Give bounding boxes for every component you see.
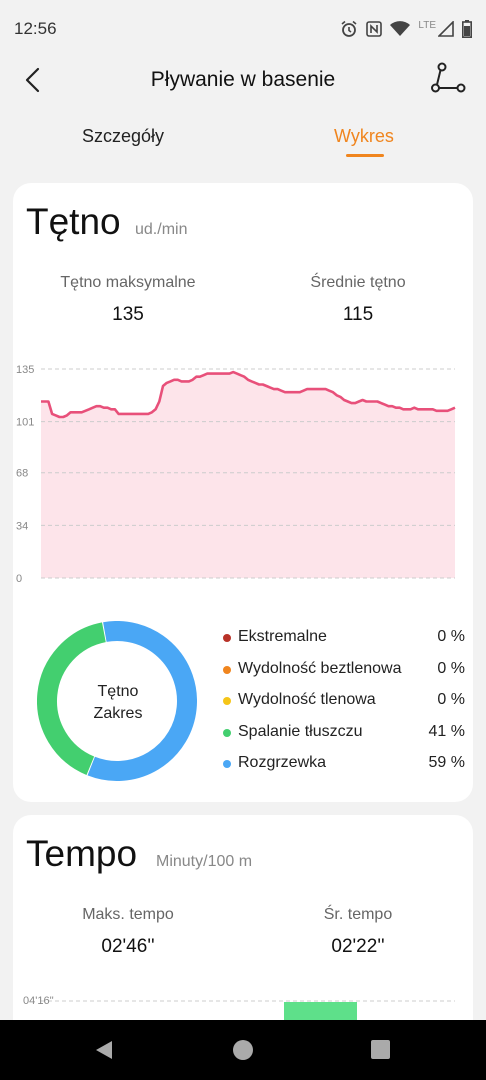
pace-title: Tempo: [26, 833, 138, 874]
hr-y-tick: 0: [16, 573, 22, 585]
signal-icon: [438, 21, 454, 37]
hr-area: [41, 372, 455, 578]
legend-dot: [223, 697, 231, 705]
tabs: Szczegóły Wykres: [0, 112, 486, 162]
hr-y-tick: 68: [16, 468, 28, 480]
legend-percent: 41 %: [428, 722, 465, 740]
app-bar: Pływanie w basenie: [0, 58, 486, 102]
system-nav-bar: [0, 1020, 486, 1080]
max-hr-value: 135: [112, 304, 144, 325]
heart-rate-card: Tętno ud./min Tętno maksymalne 135 Średn…: [13, 183, 473, 802]
donut-label-line1: Tętno: [97, 683, 139, 700]
alarm-icon: [341, 20, 357, 37]
max-pace-value: 02'46'': [101, 936, 155, 957]
zone-legend: Ekstremalne 0 % Wydolność beztlenowa 0 %…: [221, 628, 465, 786]
status-time: 12:56: [14, 19, 57, 38]
legend-label: Ekstremalne: [238, 628, 327, 645]
heart-rate-chart: 135 101 68 34 0: [16, 364, 456, 585]
nav-recents-icon[interactable]: [371, 1040, 390, 1059]
legend-percent: 0 %: [437, 691, 465, 708]
legend-item-extreme: Ekstremalne 0 %: [221, 628, 465, 660]
legend-item-warmup: Rozgrzewka 59 %: [221, 754, 465, 786]
nav-back-icon[interactable]: [94, 1040, 114, 1060]
heart-rate-unit: ud./min: [135, 221, 188, 238]
hr-y-tick: 135: [16, 364, 34, 376]
max-pace-label: Maks. tempo: [82, 906, 174, 923]
legend-label: Spalanie tłuszczu: [238, 722, 363, 740]
hr-y-tick: 101: [16, 417, 34, 429]
heart-rate-title: Tętno: [26, 201, 121, 242]
nfc-icon: [366, 21, 383, 37]
tab-chart[interactable]: Wykres: [334, 126, 394, 146]
legend-dot: [223, 634, 231, 642]
legend-item-fat-burn: Spalanie tłuszczu 41 %: [221, 723, 465, 755]
legend-percent: 0 %: [437, 628, 465, 645]
page-title: Pływanie w basenie: [150, 68, 336, 91]
legend-label: Wydolność tlenowa: [238, 691, 376, 708]
avg-pace-label: Śr. tempo: [323, 906, 393, 923]
legend-percent: 59 %: [428, 754, 465, 771]
nav-home-icon[interactable]: [232, 1039, 254, 1061]
legend-dot: [223, 728, 231, 737]
avg-hr-value: 115: [342, 304, 374, 325]
pace-unit: Minuty/100 m: [156, 853, 253, 870]
back-arrow-icon[interactable]: [20, 66, 48, 94]
legend-item-anaerobic: Wydolność beztlenowa 0 %: [221, 660, 465, 692]
legend-dot: [223, 760, 231, 768]
hr-y-tick: 34: [16, 520, 28, 532]
donut-label-line2: Zakres: [93, 705, 143, 722]
legend-label: Rozgrzewka: [238, 754, 327, 771]
wifi-icon: [390, 21, 411, 36]
hr-line: [41, 370, 456, 419]
lte-label: LTE: [418, 19, 436, 31]
legend-item-aerobic: Wydolność tlenowa 0 %: [221, 691, 465, 723]
donut-segment: [37, 622, 107, 775]
legend-dot: [223, 665, 231, 674]
legend-label: Wydolność beztlenowa: [238, 659, 402, 677]
battery-icon: [462, 20, 472, 38]
active-tab-indicator: [346, 154, 384, 157]
avg-pace-value: 02'22'': [331, 936, 385, 957]
donut-segment: [87, 621, 197, 781]
legend-percent: 0 %: [437, 659, 465, 677]
heart-rate-zone-donut: [37, 621, 197, 781]
avg-hr-label: Średnie tętno: [310, 274, 406, 291]
tab-details[interactable]: Szczegóły: [82, 126, 165, 146]
max-hr-label: Tętno maksymalne: [60, 274, 196, 291]
status-bar: 12:56 LTE: [0, 0, 486, 58]
route-icon[interactable]: [430, 60, 468, 98]
pace-y-tick: 04'16'': [23, 995, 54, 1007]
